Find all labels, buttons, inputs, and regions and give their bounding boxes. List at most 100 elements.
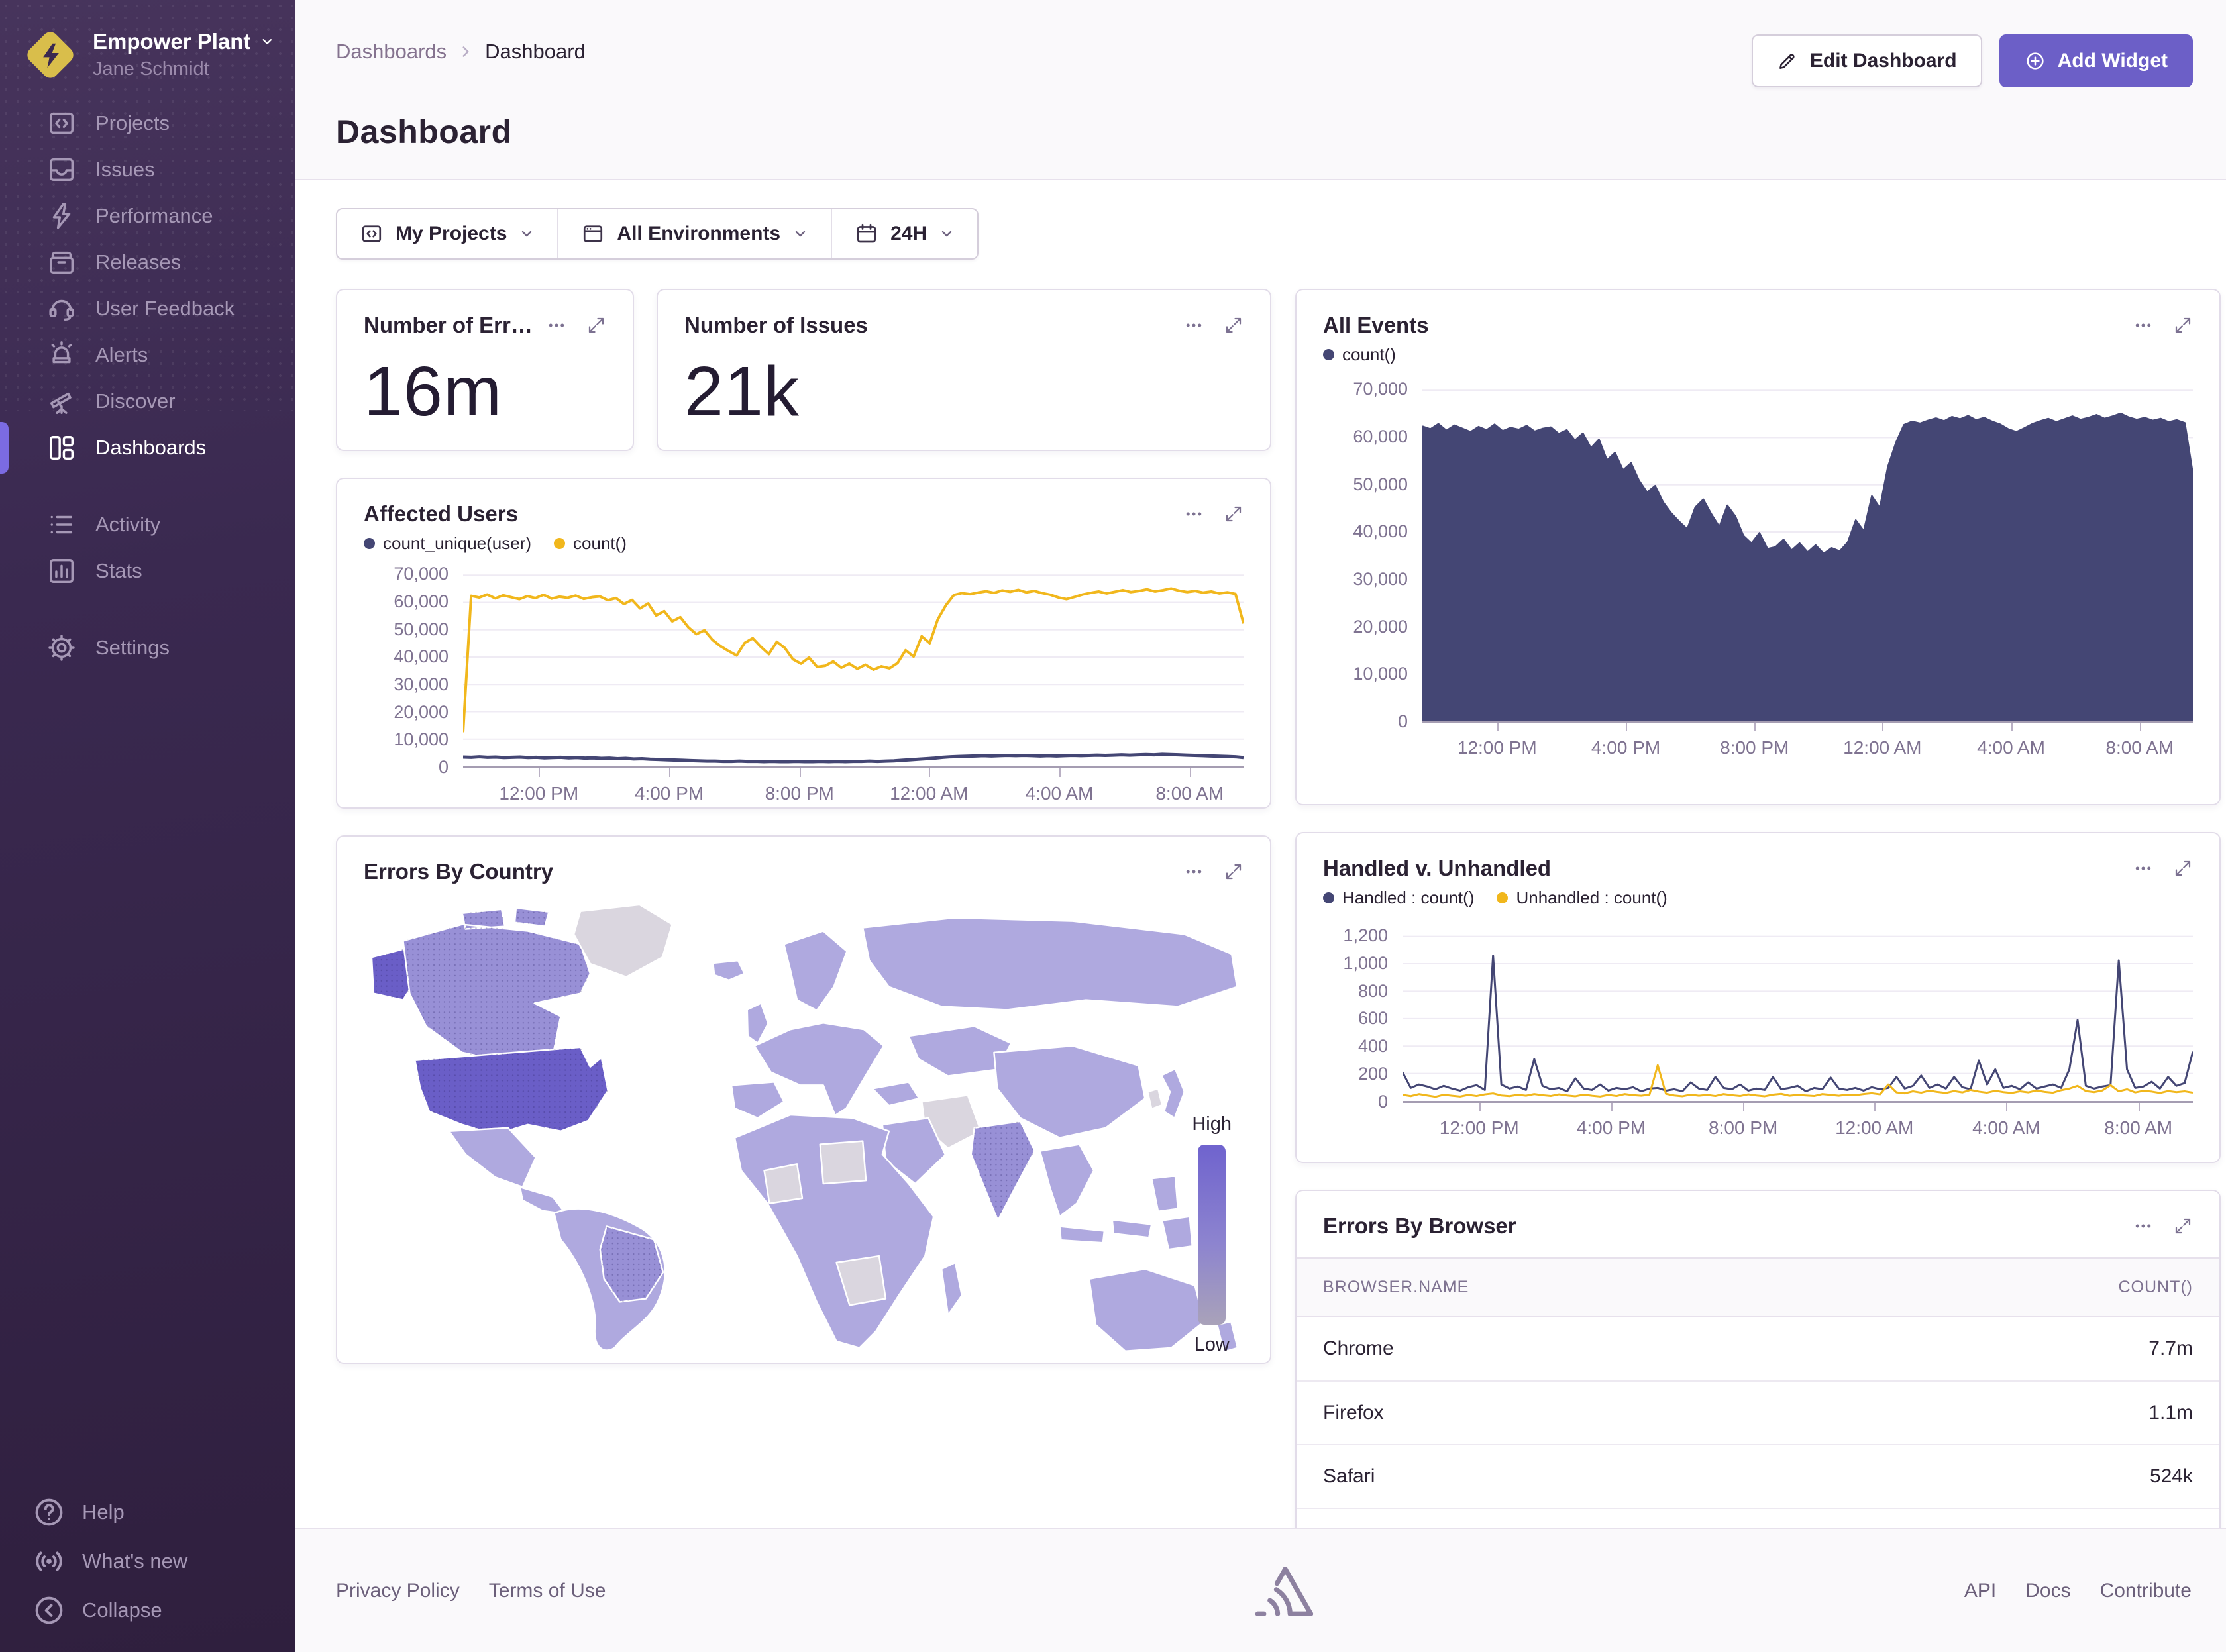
- legend-item[interactable]: count_unique(user): [364, 533, 531, 554]
- map-region-korea[interactable]: [1147, 1088, 1163, 1110]
- handled-unhandled-chart[interactable]: 0 200 400 600 800 1,000 1,200 12:00 PM 4:00 PM 8:…: [1323, 924, 2193, 1145]
- map-region-china[interactable]: [993, 1045, 1146, 1139]
- sentry-logo-icon[interactable]: [1251, 1561, 1320, 1622]
- table-row-firefox[interactable]: Firefox 1.1m: [1297, 1380, 2219, 1444]
- card-expand[interactable]: [586, 315, 606, 335]
- table-row-chrome[interactable]: Chrome 7.7m: [1297, 1317, 2219, 1380]
- footer-link-privacy-policy[interactable]: Privacy Policy: [336, 1579, 460, 1602]
- legend-item[interactable]: Handled : count(): [1323, 888, 1474, 908]
- table-row-go-http-client[interactable]: Go-http-client331k: [1297, 1508, 2219, 1528]
- map-region-greenland[interactable]: [572, 903, 674, 978]
- map-region-australia[interactable]: [1088, 1268, 1205, 1353]
- sidebar-item-settings[interactable]: Settings: [0, 625, 295, 671]
- y-axis-label: 50,000: [394, 619, 449, 639]
- sidebar-item-dashboards[interactable]: Dashboards: [0, 425, 295, 471]
- card-context-menu[interactable]: [2133, 858, 2153, 878]
- sidebar-item-activity[interactable]: Activity: [0, 501, 295, 548]
- x-axis-label: 8:00 PM: [1720, 737, 1789, 758]
- map-region-europe[interactable]: [753, 1022, 885, 1117]
- y-axis-label: 20,000: [1353, 616, 1408, 637]
- sidebar-item-alerts[interactable]: Alerts: [0, 332, 295, 378]
- card-expand[interactable]: [1224, 504, 1244, 524]
- legend-item[interactable]: count(): [554, 533, 627, 554]
- discover-icon: [50, 393, 72, 415]
- card-expand[interactable]: [1224, 315, 1244, 335]
- x-axis-label: 12:00 PM: [1457, 737, 1537, 758]
- footer-link-terms-of-use[interactable]: Terms of Use: [488, 1579, 606, 1602]
- map-region-japan[interactable]: [1160, 1068, 1186, 1119]
- activity-icon: [50, 516, 73, 534]
- map-region-indonesia[interactable]: [1059, 1215, 1193, 1251]
- all-events-chart[interactable]: 0 10,000 20,000 30,000 40,000 50,000 60,000 70,…: [1323, 379, 2193, 765]
- card-expand[interactable]: [2173, 315, 2193, 335]
- environments-filter[interactable]: All Environments: [557, 209, 831, 258]
- footer-link-api[interactable]: API: [1964, 1579, 1997, 1602]
- footer-link-contribute[interactable]: Contribute: [2099, 1579, 2192, 1602]
- sidebar-item-stats[interactable]: Stats: [0, 548, 295, 594]
- add-widget-button[interactable]: Add Widget: [1999, 34, 2193, 87]
- issues-count-value: 21k: [684, 352, 800, 431]
- map-region-southeast-asia[interactable]: [1039, 1143, 1095, 1217]
- handled-vs-unhandled-card: Handled v. Unhandled Handled : count() Un…: [1295, 832, 2221, 1163]
- org-switcher[interactable]: Empower Plant Jane Schmidt: [0, 0, 295, 100]
- sidebar-item-releases[interactable]: Releases: [0, 239, 295, 285]
- map-legend: High Low: [1192, 1113, 1232, 1356]
- sidebar: Empower Plant Jane Schmidt Projects Issue…: [0, 0, 295, 1652]
- legend-item[interactable]: Unhandled : count(): [1497, 888, 1668, 908]
- lightning-bolt-icon: [43, 43, 59, 68]
- edit-dashboard-button[interactable]: Edit Dashboard: [1751, 34, 1982, 87]
- map-region-mali[interactable]: [763, 1163, 804, 1205]
- map-region-central-america[interactable]: [519, 1186, 567, 1215]
- card-context-menu[interactable]: [547, 315, 566, 335]
- sidebar-item-discover[interactable]: Discover: [0, 378, 295, 425]
- sidebar-item-label: Issues: [95, 158, 155, 181]
- map-region-mexico[interactable]: [448, 1127, 537, 1188]
- card-expand[interactable]: [2173, 1216, 2193, 1236]
- map-region-iberia[interactable]: [730, 1081, 785, 1119]
- sidebar-item-collapse[interactable]: Collapse: [0, 1586, 295, 1635]
- sidebar-item-issues[interactable]: Issues: [0, 146, 295, 193]
- ellipsis-icon: [1186, 323, 1202, 327]
- legend-dot: [1497, 892, 1509, 903]
- card-context-menu[interactable]: [1184, 862, 1204, 882]
- time-range-filter[interactable]: 24H: [831, 209, 977, 258]
- map-region-new-zealand[interactable]: [1216, 1320, 1239, 1353]
- world-map[interactable]: High Low: [364, 895, 1244, 1355]
- sidebar-item-label: Performance: [95, 204, 213, 228]
- x-axis-label: 4:00 AM: [1025, 783, 1094, 803]
- card-expand[interactable]: [1224, 862, 1244, 882]
- affected-users-chart[interactable]: 0 10,000 20,000 30,000 40,000 50,000 60,000 70,…: [364, 564, 1244, 811]
- sidebar-item-what-s-new[interactable]: What's new: [0, 1537, 295, 1586]
- card-context-menu[interactable]: [1184, 315, 1204, 335]
- map-region-russia[interactable]: [861, 917, 1238, 1011]
- card-context-menu[interactable]: [2133, 1216, 2153, 1236]
- map-region-scandinavia[interactable]: [783, 930, 848, 1011]
- map-region-united-kingdom[interactable]: [746, 1002, 769, 1045]
- map-region-libya[interactable]: [819, 1140, 867, 1185]
- sidebar-item-help[interactable]: Help: [0, 1488, 295, 1537]
- card-context-menu[interactable]: [1184, 504, 1204, 524]
- chevron-down-icon: [522, 231, 532, 237]
- table-row-safari[interactable]: Safari 524k: [1297, 1444, 2219, 1508]
- map-region-central-africa[interactable]: [835, 1255, 887, 1306]
- sidebar-item-performance[interactable]: Performance: [0, 193, 295, 239]
- projects-filter[interactable]: My Projects: [337, 209, 557, 258]
- y-axis-label: 200: [1357, 1064, 1388, 1084]
- y-axis-label: 60,000: [1353, 427, 1408, 446]
- sidebar-item-projects[interactable]: Projects: [0, 100, 295, 146]
- card-expand[interactable]: [2173, 858, 2193, 878]
- map-region-united-states-texture: [415, 1047, 608, 1135]
- map-region-madagascar[interactable]: [940, 1261, 963, 1316]
- legend-item[interactable]: count(): [1323, 344, 1396, 365]
- chart-legend: count(): [1323, 344, 2193, 365]
- breadcrumb-dashboards[interactable]: Dashboards: [336, 40, 447, 63]
- map-region-iceland[interactable]: [712, 959, 746, 982]
- map-region-turkey[interactable]: [871, 1081, 920, 1107]
- sidebar-item-user-feedback[interactable]: User Feedback: [0, 285, 295, 332]
- footer-link-docs[interactable]: Docs: [2025, 1579, 2071, 1602]
- y-axis-label: 30,000: [1353, 569, 1408, 589]
- map-region-saudi-arabia[interactable]: [881, 1117, 947, 1185]
- y-axis-label: 50,000: [1353, 474, 1408, 494]
- map-region-philippines[interactable]: [1151, 1174, 1179, 1212]
- card-context-menu[interactable]: [2133, 315, 2153, 335]
